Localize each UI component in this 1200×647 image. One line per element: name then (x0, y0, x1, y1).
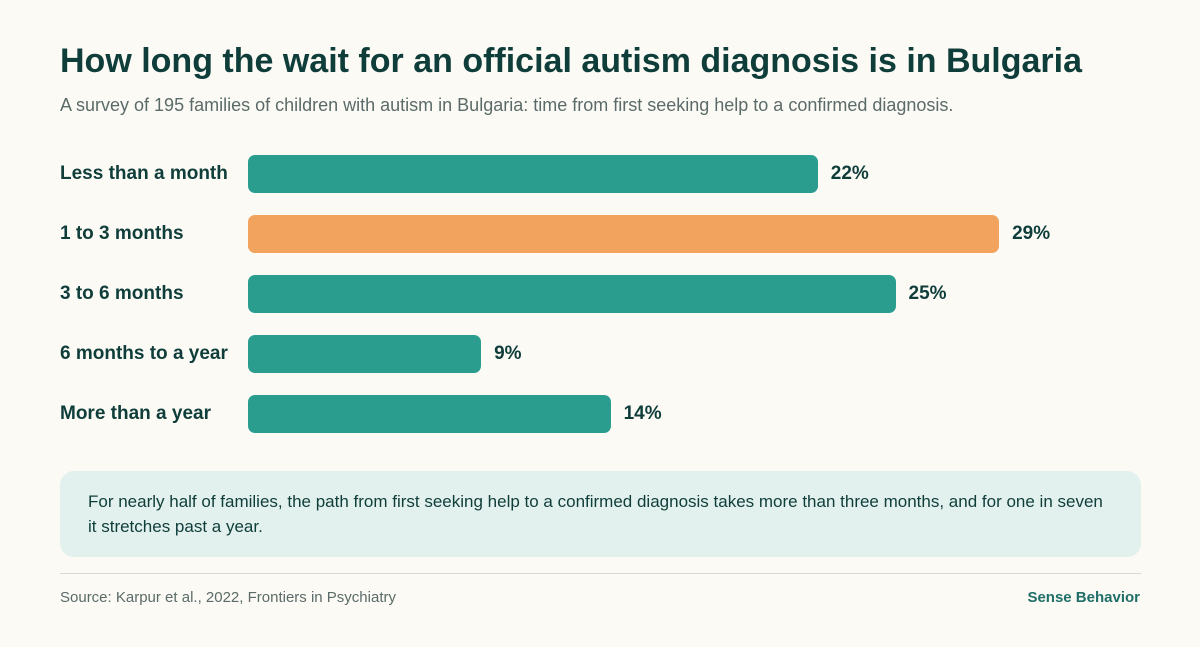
bar-row: More than a year 14% (60, 395, 1140, 433)
bar (248, 215, 1000, 253)
category-label: 1 to 3 months (60, 223, 184, 244)
chart-title: How long the wait for an official autism… (60, 42, 1083, 80)
bar-value-label: 9% (494, 343, 522, 364)
footer-divider (60, 573, 1141, 574)
source-citation: Source: Karpur et al., 2022, Frontiers i… (60, 589, 396, 606)
brand-name: Sense Behavior (1027, 589, 1140, 606)
bar-value-label: 22% (830, 163, 869, 184)
bar-row: 3 to 6 months 25% (60, 275, 1140, 313)
bar-row: 6 months to a year 9% (60, 335, 1140, 373)
bar-value-label: 29% (1012, 223, 1051, 244)
category-label: More than a year (60, 403, 211, 424)
bar (248, 155, 818, 193)
chart-subtitle: A survey of 195 families of children wit… (60, 95, 954, 115)
bar-row: 1 to 3 months 29% (60, 215, 1140, 253)
bar (248, 395, 611, 433)
category-label: 6 months to a year (60, 343, 228, 364)
bar (248, 275, 896, 313)
insight-note-text: For nearly half of families, the path fr… (88, 492, 1103, 536)
bar-value-label: 25% (908, 283, 947, 304)
insight-note: For nearly half of families, the path fr… (60, 471, 1141, 557)
category-label: 3 to 6 months (60, 283, 184, 304)
category-label: Less than a month (60, 163, 228, 184)
bar-row: Less than a month 22% (60, 155, 1140, 193)
bar-value-label: 14% (623, 403, 662, 424)
bar (248, 335, 482, 373)
